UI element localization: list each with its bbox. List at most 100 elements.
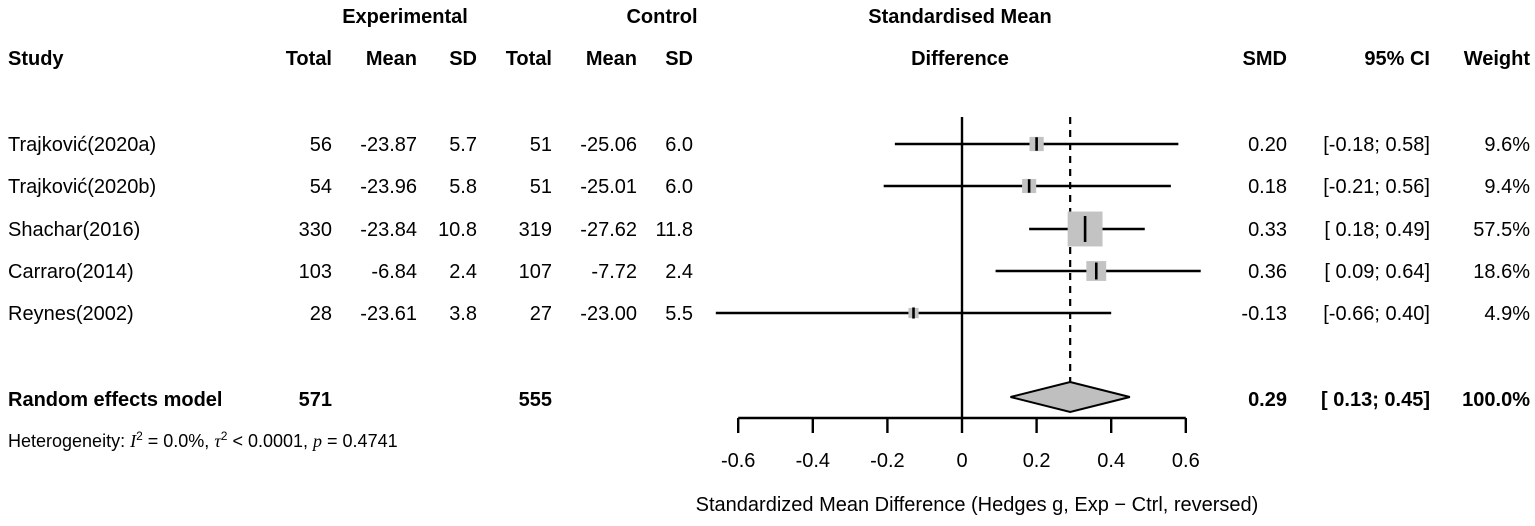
ctrl-sd: 11.8 — [655, 219, 693, 241]
het-p-symbol: p — [313, 431, 323, 451]
ctrl-mean: -7.72 — [591, 261, 637, 283]
summary-smd: 0.29 — [1248, 389, 1287, 411]
smd-value: 0.20 — [1248, 134, 1287, 156]
header-ci: 95% CI — [1364, 48, 1430, 70]
ctrl-sd: 5.5 — [665, 303, 693, 325]
weight-value: 18.6% — [1473, 261, 1530, 283]
het-i-value: = 0.0%, — [142, 431, 215, 451]
ctrl-mean: -25.01 — [580, 176, 637, 198]
estimate-tick — [1035, 137, 1038, 151]
summary-ci: [ 0.13; 0.45] — [1321, 389, 1430, 411]
het-prefix: Heterogeneity: — [8, 431, 131, 451]
estimate-tick — [1083, 216, 1087, 242]
ctrl-total: 107 — [518, 261, 552, 283]
exp-sd: 10.8 — [438, 219, 477, 241]
smd-value: 0.36 — [1248, 261, 1287, 283]
ctrl-total: 51 — [529, 134, 552, 156]
weight-value: 57.5% — [1473, 219, 1530, 241]
axis-tick-label: -0.2 — [870, 450, 904, 472]
estimate-tick — [1094, 262, 1098, 280]
weight-value: 4.9% — [1484, 303, 1530, 325]
header-ctrl-total: Total — [505, 48, 552, 70]
axis-tick-label: 0.4 — [1097, 450, 1125, 472]
exp-total: 28 — [309, 303, 332, 325]
ci-value: [-0.18; 0.58] — [1323, 134, 1430, 156]
header-exp-sd: SD — [449, 48, 477, 70]
ctrl-mean: -23.00 — [580, 303, 637, 325]
ctrl-sd: 6.0 — [665, 176, 693, 198]
het-p-value: = 0.4741 — [322, 431, 398, 451]
exp-total: 330 — [298, 219, 332, 241]
weight-value: 9.4% — [1484, 176, 1530, 198]
exp-total: 54 — [309, 176, 332, 198]
header-exp-mean: Mean — [365, 48, 417, 70]
exp-mean: -23.84 — [360, 219, 417, 241]
study-label: Trajković(2020b) — [8, 176, 157, 198]
header-smd: SMD — [1242, 48, 1287, 70]
ctrl-mean: -27.62 — [580, 219, 637, 241]
het-i-symbol: I — [130, 431, 137, 451]
exp-sd: 2.4 — [449, 261, 477, 283]
ctrl-total: 51 — [529, 176, 552, 198]
exp-mean: -6.84 — [371, 261, 417, 283]
het-tau-sup: 2 — [220, 429, 228, 443]
header-smd-line1: Standardised Mean — [868, 6, 1052, 28]
study-row: Trajković(2020b) 54 -23.96 5.8 51 -25.01… — [0, 175, 1535, 199]
exp-sd: 3.8 — [449, 303, 477, 325]
pooled-diamond — [1010, 380, 1131, 414]
header-exp-total: Total — [285, 48, 332, 70]
header-group-control: Control — [626, 6, 698, 28]
summary-ctrl-total: 555 — [518, 389, 552, 411]
exp-sd: 5.8 — [449, 176, 477, 198]
ctrl-sd: 2.4 — [665, 261, 693, 283]
heterogeneity-text: Heterogeneity: I2 = 0.0%, τ2 < 0.0001, p… — [8, 429, 398, 452]
het-tau-symbol: τ — [214, 431, 221, 451]
header-ctrl-sd: SD — [665, 48, 693, 70]
study-row: Shachar(2016) 330 -23.84 10.8 319 -27.62… — [0, 218, 1535, 242]
header-smd-line2: Difference — [911, 48, 1009, 70]
study-row: Trajković(2020a) 56 -23.87 5.7 51 -25.06… — [0, 133, 1535, 157]
study-row: Reynes(2002) 28 -23.61 3.8 27 -23.00 5.5… — [0, 302, 1535, 326]
study-label: Shachar(2016) — [8, 219, 141, 241]
header-weight: Weight — [1463, 48, 1530, 70]
header-study: Study — [8, 48, 64, 70]
het-tau-value: < 0.0001, — [227, 431, 314, 451]
ctrl-total: 27 — [529, 303, 552, 325]
exp-mean: -23.87 — [360, 134, 417, 156]
smd-value: -0.13 — [1241, 303, 1287, 325]
summary-weight: 100.0% — [1462, 389, 1530, 411]
axis-tick-label: 0.6 — [1172, 450, 1200, 472]
ci-value: [-0.66; 0.40] — [1323, 303, 1430, 325]
ci-value: [ 0.18; 0.49] — [1324, 219, 1430, 241]
ci-value: [-0.21; 0.56] — [1323, 176, 1430, 198]
ctrl-total: 319 — [518, 219, 552, 241]
axis-tick-label: 0 — [956, 450, 967, 472]
estimate-tick — [1027, 179, 1031, 193]
study-label: Carraro(2014) — [8, 261, 134, 283]
study-label: Trajković(2020a) — [8, 134, 157, 156]
summary-label: Random effects model — [8, 389, 223, 411]
axis-tick-label: -0.4 — [796, 450, 830, 472]
exp-total: 56 — [309, 134, 332, 156]
axis-tick-label: 0.2 — [1023, 450, 1051, 472]
summary-row: Random effects model 571 555 0.29 [ 0.13… — [0, 388, 1535, 412]
ctrl-mean: -25.06 — [580, 134, 637, 156]
ci-value: [ 0.09; 0.64] — [1324, 261, 1430, 283]
smd-value: 0.18 — [1248, 176, 1287, 198]
exp-mean: -23.61 — [360, 303, 417, 325]
ctrl-sd: 6.0 — [665, 134, 693, 156]
smd-value: 0.33 — [1248, 219, 1287, 241]
exp-total: 103 — [298, 261, 332, 283]
summary-exp-total: 571 — [298, 389, 332, 411]
het-i-sup: 2 — [136, 429, 143, 443]
exp-sd: 5.7 — [449, 134, 477, 156]
weight-value: 9.6% — [1484, 134, 1530, 156]
axis-tick-label: -0.6 — [721, 450, 755, 472]
x-axis-title: Standardized Mean Difference (Hedges g, … — [695, 494, 1259, 516]
header-ctrl-mean: Mean — [585, 48, 637, 70]
study-label: Reynes(2002) — [8, 303, 134, 325]
study-row: Carraro(2014) 103 -6.84 2.4 107 -7.72 2.… — [0, 260, 1535, 284]
exp-mean: -23.96 — [360, 176, 417, 198]
